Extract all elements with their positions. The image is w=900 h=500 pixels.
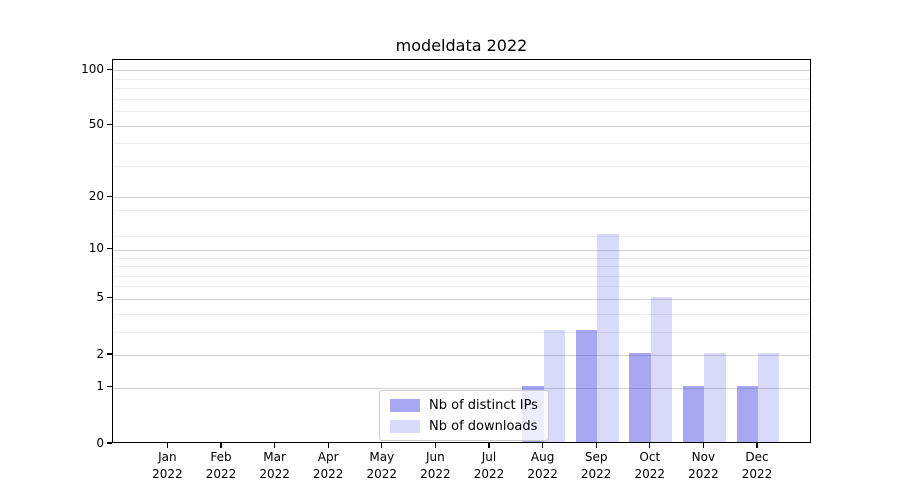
x-tick-year: 2022 (366, 467, 398, 481)
x-tick-label: Jan 2022 (137, 449, 197, 483)
y-tick-mark (107, 442, 112, 444)
y-tick-mark (107, 123, 112, 126)
y-tick-mark (107, 386, 112, 388)
legend-swatch-downloads (390, 419, 420, 433)
plot-area: Nb of distinct IPs Nb of downloads (112, 59, 811, 443)
x-tick-year: 2022 (205, 467, 237, 481)
x-tick-year: 2022 (527, 467, 558, 481)
x-tick-year: 2022 (580, 467, 612, 481)
gridline-minor (113, 143, 810, 145)
gridline-major (113, 125, 810, 127)
gridline-major (113, 70, 810, 72)
x-tick-label: May 2022 (352, 449, 412, 483)
gridline-major (113, 249, 810, 251)
legend: Nb of distinct IPs Nb of downloads (379, 390, 549, 441)
x-tick-label: Dec 2022 (727, 449, 787, 483)
x-tick-label: Sep 2022 (566, 449, 626, 483)
gridline-major (113, 355, 810, 356)
y-tick-label: 5 (96, 290, 104, 305)
y-tick-mark (107, 248, 112, 250)
bar-nov-s1 (704, 353, 726, 442)
bar-sep-s1 (597, 234, 619, 442)
y-tick-label: 20 (88, 188, 104, 203)
y-tick-label: 10 (88, 241, 104, 256)
x-tick-mark (166, 443, 168, 448)
legend-item-downloads: Nb of downloads (390, 417, 538, 435)
y-tick-label: 0 (96, 435, 104, 450)
y-tick-label: 50 (88, 117, 104, 131)
bar-sep-s0 (575, 329, 598, 442)
y-tick-mark (107, 353, 112, 355)
x-tick-label: Nov 2022 (673, 449, 733, 483)
x-tick-label: Apr 2022 (298, 449, 358, 483)
legend-label-distinct-ips: Nb of distinct IPs (429, 397, 538, 413)
gridline-minor (113, 257, 810, 259)
x-tick-label: Aug 2022 (513, 449, 573, 483)
gridline-minor (113, 275, 810, 277)
gridline-minor (113, 286, 810, 288)
x-tick-mark (542, 443, 544, 448)
x-tick-mark (702, 443, 704, 448)
gridline-minor (113, 111, 810, 112)
legend-label-downloads: Nb of downloads (429, 418, 538, 434)
x-tick-label: Jun 2022 (405, 449, 465, 483)
x-tick-year: 2022 (634, 467, 666, 481)
x-tick-label: Oct 2022 (620, 449, 680, 483)
x-tick-mark (434, 443, 436, 448)
gridline-major (113, 387, 810, 389)
gridline-minor (113, 331, 810, 333)
y-tick-mark (107, 297, 112, 299)
gridline-minor (113, 209, 810, 211)
gridline-major (113, 197, 810, 199)
y-tick-label: 2 (96, 346, 104, 361)
x-tick-mark (756, 443, 758, 448)
gridline-minor (113, 313, 810, 315)
y-tick-label: 1 (96, 379, 104, 394)
gridline-major (113, 298, 810, 300)
x-tick-year: 2022 (259, 467, 290, 481)
x-tick-label: Mar 2022 (245, 449, 305, 483)
bar-dec-s0 (736, 385, 758, 442)
x-tick-mark (274, 443, 276, 448)
legend-swatch-distinct-ips (390, 398, 420, 412)
gridline-minor (113, 78, 810, 80)
x-tick-mark (381, 443, 383, 448)
gridline-minor (113, 98, 810, 100)
x-tick-year: 2022 (688, 467, 719, 481)
bar-dec-s1 (758, 353, 780, 442)
bar-oct-s1 (650, 296, 673, 442)
x-tick-year: 2022 (473, 467, 505, 481)
gridline-minor (113, 165, 810, 167)
x-tick-mark (595, 443, 597, 448)
y-tick-mark (107, 68, 112, 70)
x-tick-mark (488, 443, 490, 448)
x-tick-year: 2022 (741, 467, 773, 481)
chart-title: modeldata 2022 (395, 36, 528, 55)
x-tick-mark (220, 443, 222, 448)
x-tick-year: 2022 (152, 467, 183, 481)
gridline-minor (113, 88, 810, 90)
gridline-minor (113, 266, 810, 267)
x-tick-mark (649, 443, 651, 448)
y-tick-label: 100 (81, 61, 104, 76)
x-tick-mark (327, 443, 329, 448)
legend-item-distinct-ips: Nb of distinct IPs (390, 396, 538, 414)
x-tick-year: 2022 (420, 467, 451, 481)
x-tick-label: Jul 2022 (459, 449, 519, 483)
x-tick-year: 2022 (312, 467, 344, 481)
x-tick-label: Feb 2022 (191, 449, 251, 483)
y-tick-mark (107, 195, 112, 197)
gridline-minor (113, 236, 810, 238)
bar-nov-s0 (683, 385, 705, 442)
bar-oct-s0 (629, 353, 651, 442)
